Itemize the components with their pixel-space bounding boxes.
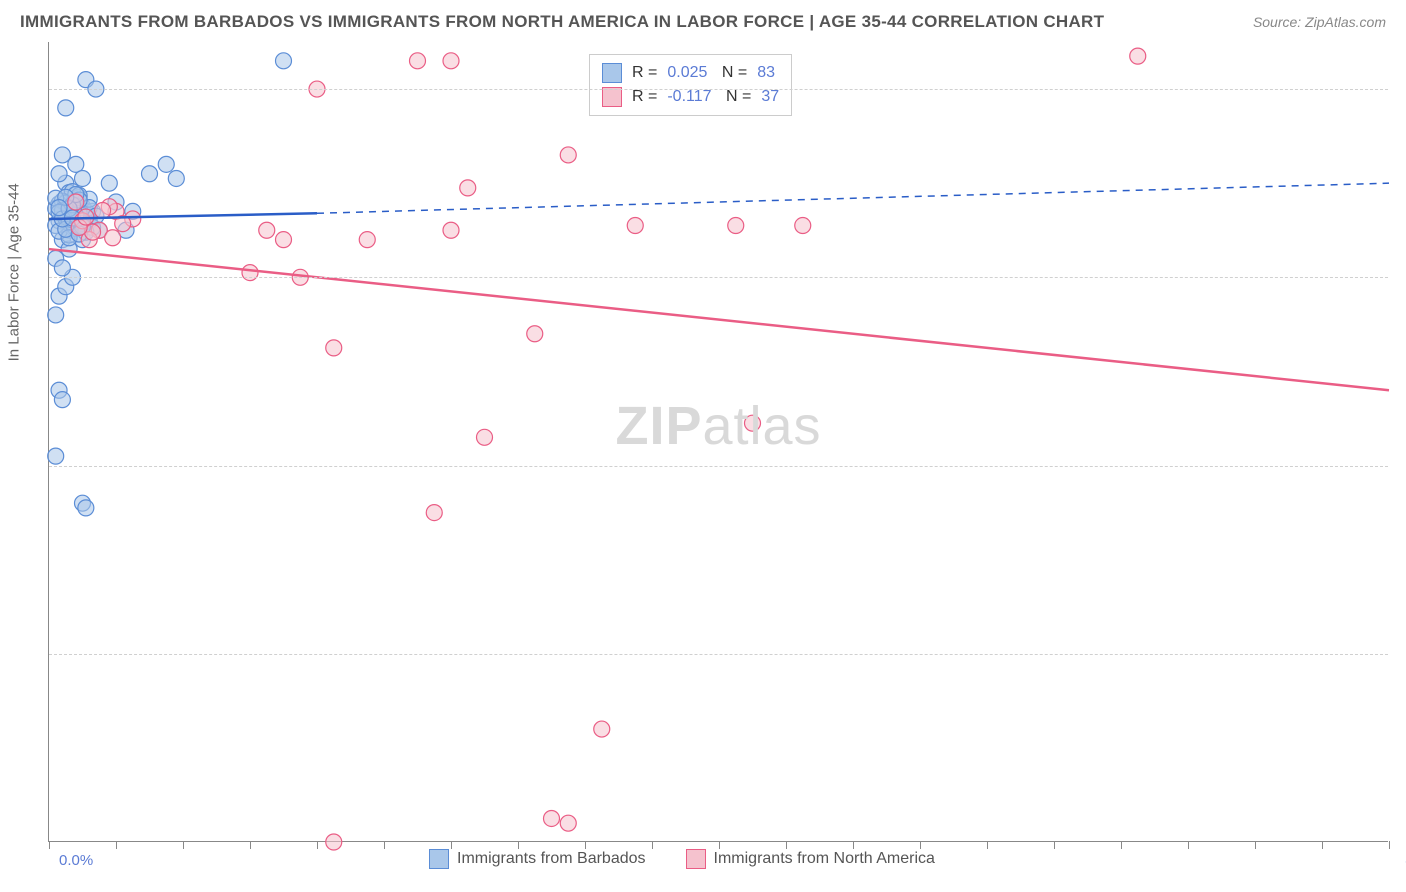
n-label: N = xyxy=(722,88,752,106)
legend-row-barbados: R = 0.025 N = 83 xyxy=(602,61,779,85)
n-value-northamerica: 37 xyxy=(761,88,779,106)
x-tick xyxy=(853,841,854,849)
x-tick xyxy=(250,841,251,849)
n-value-barbados: 83 xyxy=(757,64,775,82)
x-tick xyxy=(987,841,988,849)
r-label: R = xyxy=(632,64,657,82)
data-point xyxy=(78,500,94,516)
data-point xyxy=(410,53,426,69)
data-point xyxy=(68,194,84,210)
legend-label: Immigrants from North America xyxy=(714,850,935,868)
grid-line xyxy=(49,277,1388,278)
data-point xyxy=(259,222,275,238)
legend-item: Immigrants from Barbados xyxy=(429,849,646,869)
data-point xyxy=(54,147,70,163)
data-point xyxy=(276,53,292,69)
x-tick xyxy=(1322,841,1323,849)
data-point xyxy=(527,326,543,342)
series-legend: Immigrants from Barbados Immigrants from … xyxy=(429,849,935,869)
data-point xyxy=(54,260,70,276)
data-point xyxy=(48,448,64,464)
y-tick-label: 40.0% xyxy=(1398,645,1406,662)
x-tick xyxy=(719,841,720,849)
scatter-plot-svg xyxy=(49,42,1389,842)
x-tick xyxy=(652,841,653,849)
data-point xyxy=(51,200,67,216)
data-point xyxy=(326,834,342,850)
x-tick xyxy=(317,841,318,849)
data-point xyxy=(101,175,117,191)
x-tick xyxy=(451,841,452,849)
data-point xyxy=(359,232,375,248)
data-point xyxy=(443,53,459,69)
swatch-barbados xyxy=(602,63,622,83)
data-point xyxy=(460,180,476,196)
x-tick xyxy=(183,841,184,849)
grid-line xyxy=(49,89,1388,90)
r-label: R = xyxy=(632,88,657,106)
regression-line xyxy=(49,249,1389,390)
n-label: N = xyxy=(717,64,747,82)
x-tick xyxy=(1389,841,1390,849)
x-tick xyxy=(1188,841,1189,849)
data-point xyxy=(142,166,158,182)
data-point xyxy=(51,166,67,182)
plot-area: ZIPatlas R = 0.025 N = 83 R = -0.117 N =… xyxy=(48,42,1388,842)
y-tick-label: 60.0% xyxy=(1398,457,1406,474)
r-value-barbados: 0.025 xyxy=(667,64,707,82)
chart-container: In Labor Force | Age 35-44 ZIPatlas R = … xyxy=(48,42,1388,842)
x-axis-start-label: 0.0% xyxy=(59,852,93,869)
data-point xyxy=(560,147,576,163)
regression-line-dashed xyxy=(317,183,1389,213)
data-point xyxy=(728,218,744,234)
legend-swatch xyxy=(686,849,706,869)
x-tick xyxy=(1121,841,1122,849)
grid-line xyxy=(49,466,1388,467)
r-value-northamerica: -0.117 xyxy=(667,88,711,106)
data-point xyxy=(95,202,111,218)
source-attribution: Source: ZipAtlas.com xyxy=(1253,14,1386,30)
data-point xyxy=(326,340,342,356)
header: IMMIGRANTS FROM BARBADOS VS IMMIGRANTS F… xyxy=(0,0,1406,40)
x-tick xyxy=(585,841,586,849)
x-tick xyxy=(786,841,787,849)
x-tick xyxy=(49,841,50,849)
data-point xyxy=(54,392,70,408)
data-point xyxy=(48,307,64,323)
data-point xyxy=(544,810,560,826)
data-point xyxy=(426,505,442,521)
data-point xyxy=(795,218,811,234)
legend-swatch xyxy=(429,849,449,869)
x-tick xyxy=(384,841,385,849)
x-tick xyxy=(518,841,519,849)
data-point xyxy=(594,721,610,737)
data-point xyxy=(627,218,643,234)
y-tick-label: 80.0% xyxy=(1398,269,1406,286)
y-tick-label: 100.0% xyxy=(1398,81,1406,98)
legend-item: Immigrants from North America xyxy=(686,849,935,869)
data-point xyxy=(58,100,74,116)
x-tick xyxy=(116,841,117,849)
data-point xyxy=(1130,48,1146,64)
data-point xyxy=(75,170,91,186)
data-point xyxy=(158,156,174,172)
data-point xyxy=(105,230,121,246)
chart-title: IMMIGRANTS FROM BARBADOS VS IMMIGRANTS F… xyxy=(20,12,1104,32)
x-tick xyxy=(1054,841,1055,849)
data-point xyxy=(745,415,761,431)
data-point xyxy=(477,429,493,445)
correlation-legend: R = 0.025 N = 83 R = -0.117 N = 37 xyxy=(589,54,792,116)
y-axis-title: In Labor Force | Age 35-44 xyxy=(6,183,23,361)
data-point xyxy=(443,222,459,238)
grid-line xyxy=(49,654,1388,655)
data-point xyxy=(168,170,184,186)
x-tick xyxy=(920,841,921,849)
data-point xyxy=(560,815,576,831)
data-point xyxy=(276,232,292,248)
legend-label: Immigrants from Barbados xyxy=(457,850,646,868)
x-tick xyxy=(1255,841,1256,849)
